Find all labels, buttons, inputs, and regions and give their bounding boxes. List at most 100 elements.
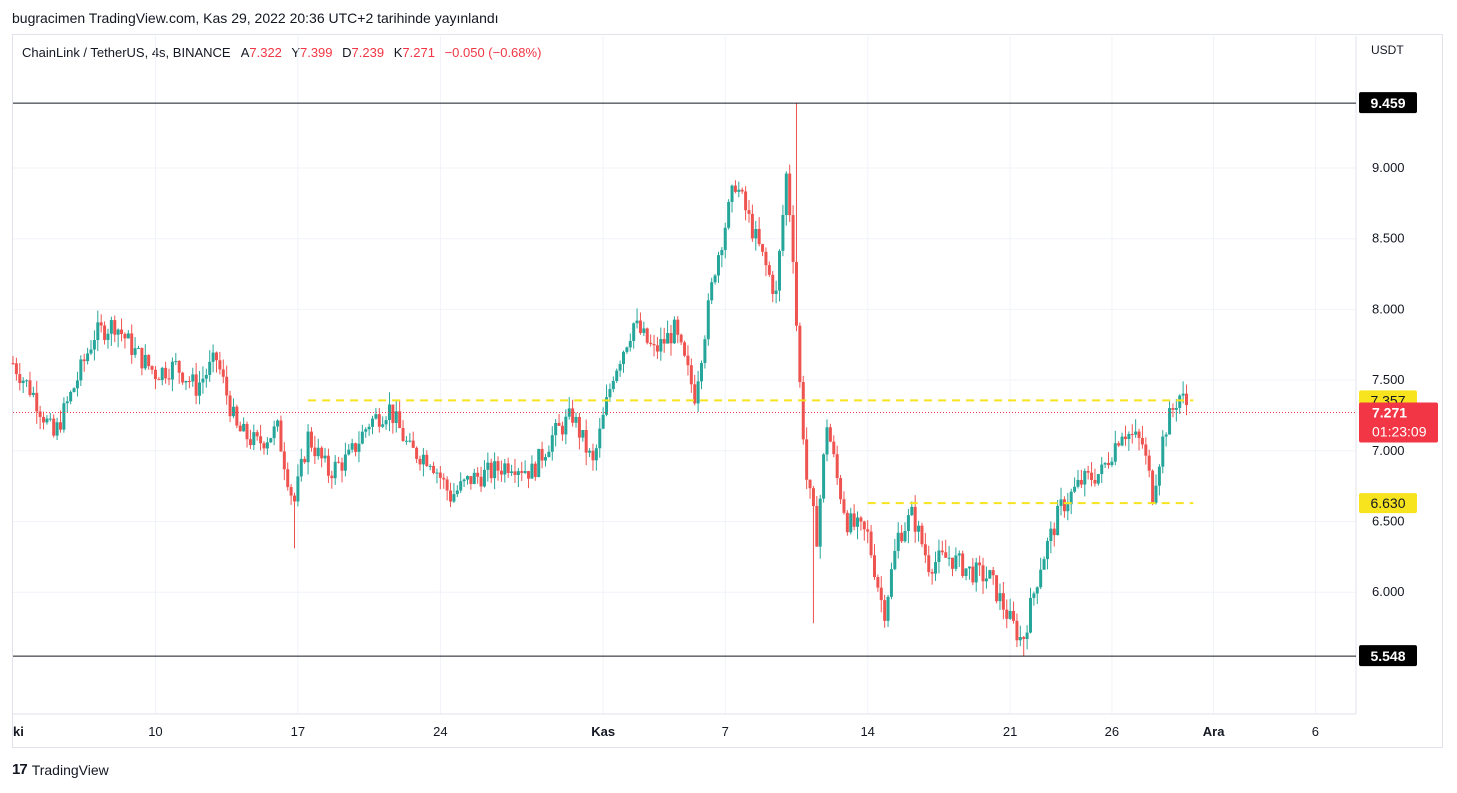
candle-body	[1049, 528, 1053, 542]
candle-body	[103, 325, 107, 340]
candle-body	[652, 344, 656, 346]
chart-frame[interactable]	[12, 34, 1443, 748]
x-tick-label: Kas	[591, 724, 615, 739]
candle-body	[533, 463, 537, 478]
candle-body	[245, 423, 249, 440]
candle-body	[889, 569, 893, 597]
candle-body	[1107, 462, 1111, 466]
candle-body	[472, 472, 476, 484]
candle-body	[1096, 474, 1100, 484]
candle-body	[1134, 431, 1138, 435]
candle-body	[781, 215, 785, 251]
candle-body	[418, 458, 422, 465]
candle-body	[859, 517, 863, 522]
candle-body	[323, 455, 327, 459]
candle-body	[764, 251, 768, 266]
candle-body	[133, 348, 137, 355]
candle-body	[543, 457, 547, 461]
candle-body	[204, 374, 208, 379]
candle-body	[181, 372, 185, 383]
horizontal-line-price-label: 5.548	[1370, 648, 1405, 664]
candle-body	[1120, 436, 1124, 446]
candle-body	[153, 369, 157, 380]
candle-body	[547, 451, 551, 458]
candle-body	[211, 352, 215, 362]
candle-body	[615, 370, 619, 381]
candle-body	[944, 552, 948, 558]
y-tick-label: 8.000	[1372, 301, 1405, 316]
candle-body	[96, 322, 100, 341]
candle-body	[608, 389, 612, 398]
candle-body	[957, 553, 961, 556]
legend-low-label: D	[342, 45, 352, 60]
horizontal-line-price-label: 9.459	[1370, 95, 1405, 111]
horizontal-line-price-tag	[1359, 92, 1417, 114]
candle-body	[269, 438, 273, 443]
candle-body	[1178, 395, 1182, 408]
candle-body	[164, 367, 168, 379]
candle-body	[588, 450, 592, 453]
candle-body	[465, 476, 469, 480]
candle-body	[38, 411, 42, 417]
candle-body	[191, 374, 195, 382]
candle-body	[1086, 471, 1090, 473]
candle-body	[289, 487, 293, 496]
candle-body	[411, 440, 415, 448]
candle-body	[1035, 587, 1039, 594]
x-tick-label: 14	[860, 724, 874, 739]
candle-body	[747, 210, 751, 214]
candle-body	[1090, 472, 1094, 480]
tradingview-logo[interactable]: 17 TradingView	[12, 761, 109, 778]
legend-symbol[interactable]: ChainLink / TetherUS, 4s, BINANCE	[22, 45, 231, 60]
candle-body	[1062, 499, 1066, 512]
candle-body	[923, 544, 927, 556]
y-tick-label: 8.500	[1372, 231, 1405, 246]
candle-body	[1052, 528, 1056, 536]
candle-body	[326, 455, 330, 476]
candle-body	[801, 382, 805, 440]
candle-body	[733, 185, 737, 192]
candle-body	[18, 374, 22, 384]
candle-body	[845, 512, 849, 533]
candle-body	[662, 339, 666, 344]
candle-body	[686, 355, 690, 366]
candle-body	[1181, 393, 1185, 396]
candle-body	[479, 476, 483, 487]
candle-body	[309, 431, 313, 448]
candle-body	[1056, 505, 1060, 536]
legend-high-value: 7.399	[299, 45, 333, 60]
candle-body	[242, 423, 246, 432]
candle-body	[961, 553, 965, 576]
candle-body	[1137, 431, 1141, 438]
candle-body	[520, 471, 524, 473]
candle-body	[1140, 437, 1144, 445]
candle-body	[143, 354, 147, 369]
x-tick-label: 6	[1312, 724, 1319, 739]
candle-body	[927, 555, 931, 573]
candle-body	[750, 213, 754, 239]
candle-body	[1103, 462, 1107, 465]
candle-body	[805, 439, 809, 480]
candle-body	[387, 404, 391, 421]
candle-body	[1130, 433, 1134, 435]
legend-open-label: A	[240, 45, 250, 60]
candle-body	[967, 566, 971, 569]
candle-body	[540, 448, 544, 461]
candle-body	[391, 404, 395, 423]
publish-line: bugracimen TradingView.com, Kas 29, 2022…	[12, 10, 499, 26]
candle-body	[788, 173, 792, 216]
candle-body	[381, 424, 385, 427]
candle-body	[404, 440, 408, 442]
y-tick-label: 6.000	[1372, 584, 1405, 599]
candle-body	[713, 275, 717, 283]
candle-body	[774, 290, 778, 294]
candle-body	[974, 562, 978, 583]
candle-body	[676, 319, 680, 335]
candle-body	[1025, 632, 1029, 639]
candle-body	[835, 454, 839, 479]
candle-body	[486, 462, 490, 470]
candle-body	[442, 477, 446, 480]
candle-body	[286, 469, 290, 488]
candle-body	[194, 374, 198, 396]
